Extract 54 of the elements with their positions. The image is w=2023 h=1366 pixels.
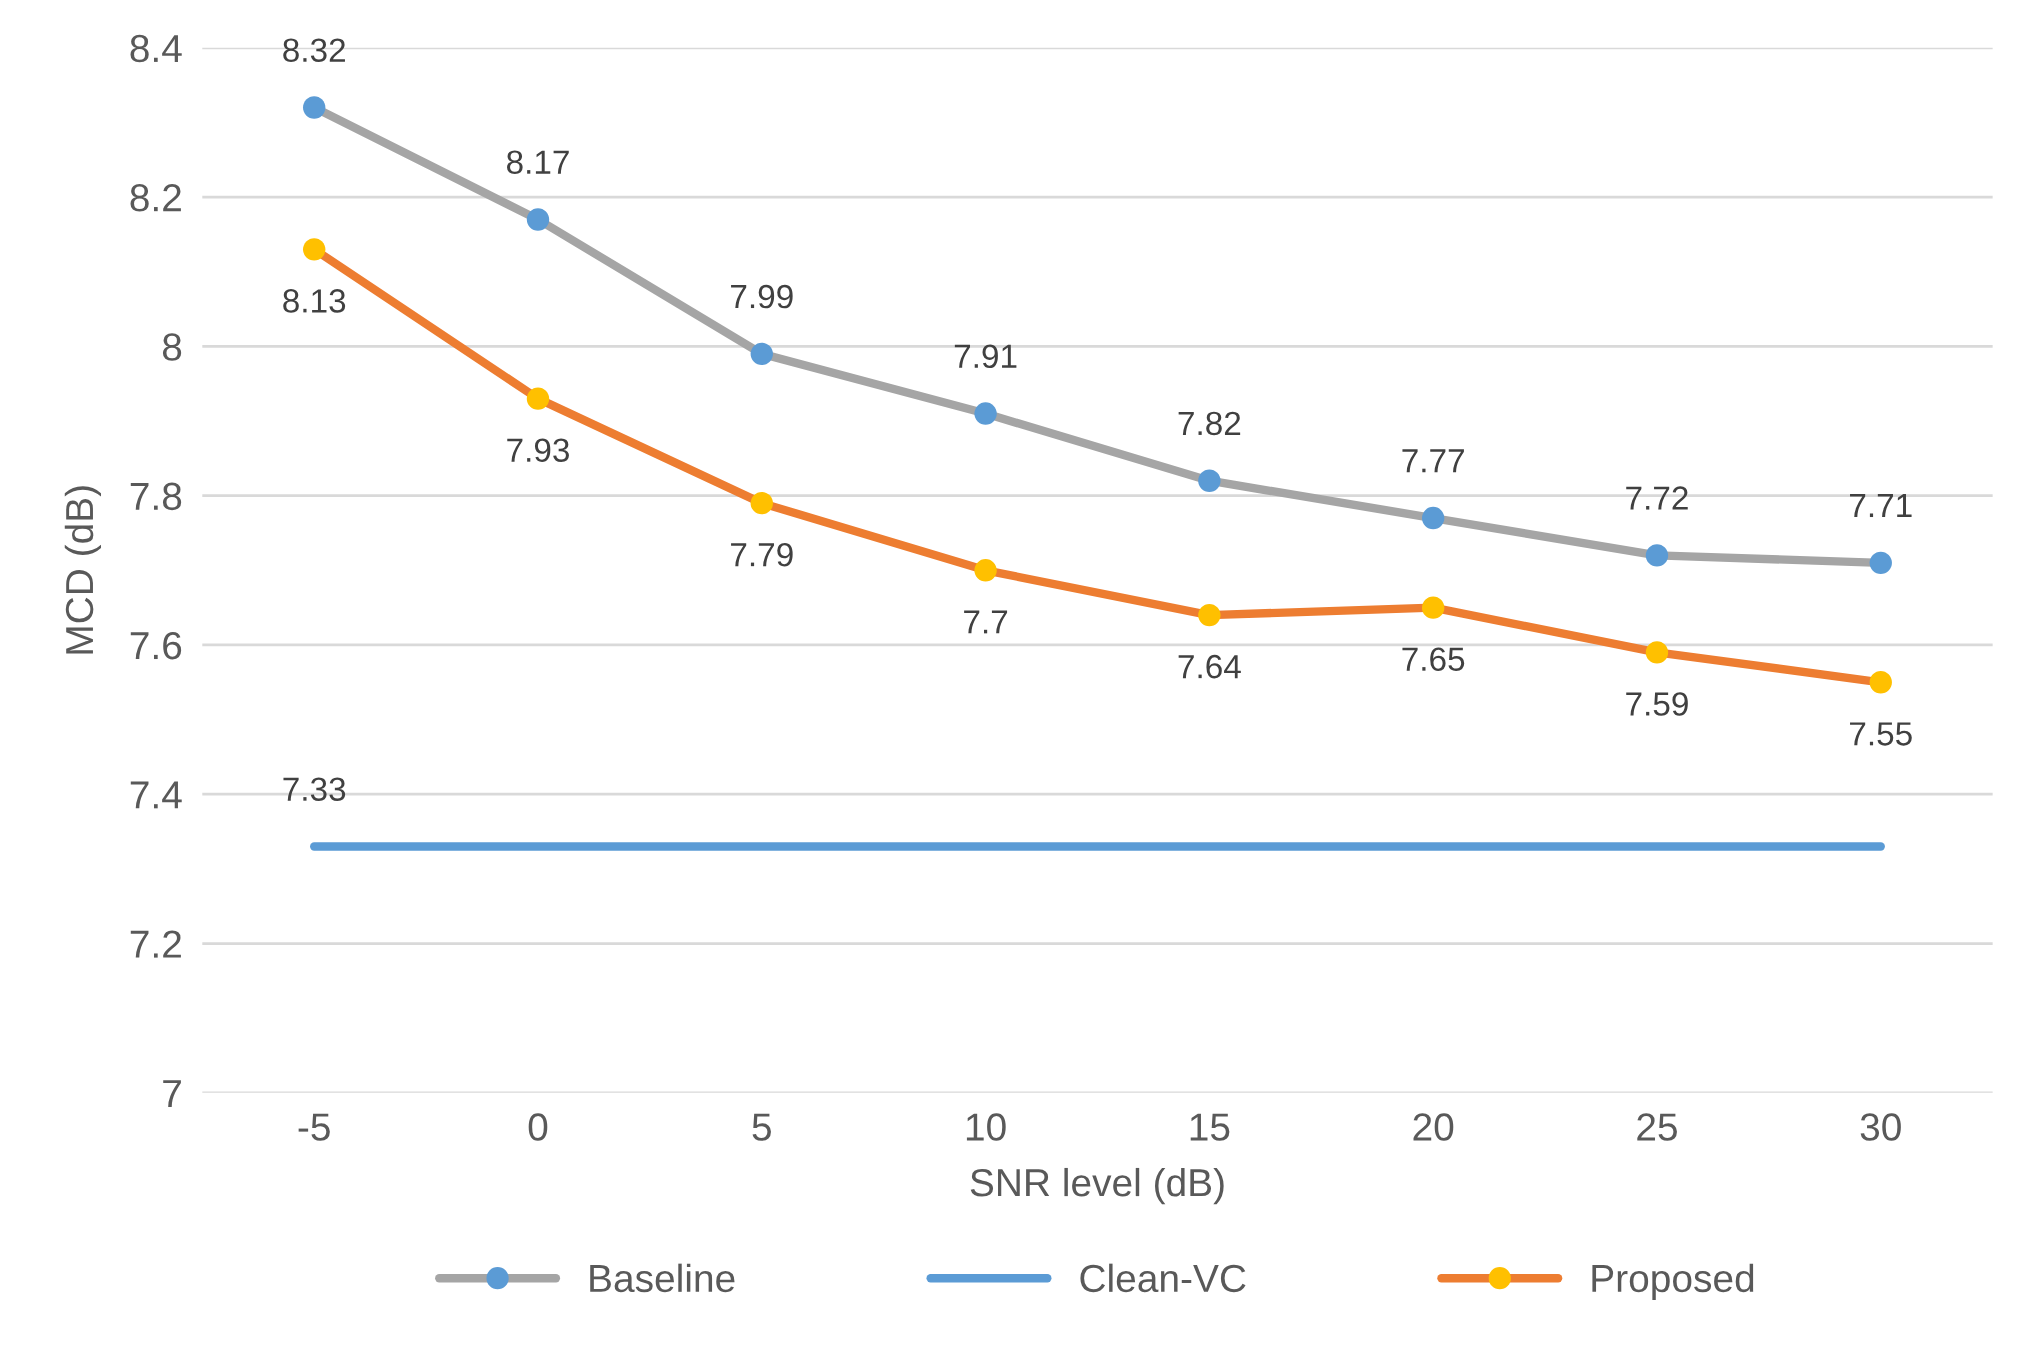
point [1198, 469, 1221, 492]
point [526, 387, 550, 410]
y-tick-label: 7 [163, 1080, 181, 1107]
legend-label: Baseline [590, 1263, 735, 1293]
data-label: 7.82 [1178, 411, 1241, 436]
data-label: 7.64 [1178, 654, 1241, 679]
point [750, 491, 773, 515]
data-label: 7.99 [731, 284, 793, 309]
x-tick-label: 25 [1637, 1113, 1677, 1141]
data-label: 7.72 [1626, 486, 1688, 510]
y-tick-label: 7.6 [130, 631, 182, 660]
y-axis-title: MCD (dB) [64, 486, 101, 654]
data-label: 7.93 [507, 438, 569, 462]
point [1421, 596, 1445, 619]
point [1645, 544, 1669, 567]
x-tick-label: 10 [966, 1113, 1006, 1141]
point [974, 402, 997, 425]
data-label: 7.55 [1850, 722, 1912, 746]
point [1869, 671, 1892, 694]
point [1198, 603, 1221, 627]
point [1869, 551, 1892, 575]
y-tick-label: 7.8 [130, 482, 182, 511]
point [526, 208, 550, 231]
data-label: 7.65 [1402, 647, 1465, 671]
y-tick-label: 8.4 [130, 34, 182, 63]
data-label: 8.32 [283, 38, 345, 63]
legend-label: Proposed [1592, 1263, 1754, 1300]
point [303, 238, 326, 261]
y-tick-label: 8.2 [130, 184, 181, 212]
y-tick-label: 7.2 [130, 930, 181, 958]
x-tick-label: 15 [1190, 1113, 1230, 1141]
point [303, 96, 326, 119]
data-label: 8.17 [507, 150, 569, 175]
x-tick-label: 5 [752, 1113, 771, 1141]
data-label: 8.13 [283, 289, 346, 313]
x-tick-label: 0 [528, 1113, 548, 1141]
data-label: 7.33 [283, 777, 346, 801]
data-label: 7.71 [1850, 494, 1912, 518]
data-label: 7.59 [1626, 692, 1688, 716]
legend-label: Clean-VC [1080, 1263, 1246, 1293]
point [1421, 506, 1445, 530]
x-tick-label: -5 [298, 1113, 330, 1141]
x-tick-label: 30 [1860, 1113, 1901, 1141]
point [750, 342, 773, 366]
y-tick-label: 8 [162, 333, 182, 361]
data-label: 7.7 [964, 610, 1008, 634]
point [974, 559, 997, 582]
data-label: 7.77 [1402, 449, 1464, 473]
data-label: 7.91 [954, 344, 1017, 369]
x-tick-label: 20 [1413, 1113, 1454, 1141]
data-label: 7.79 [731, 542, 793, 567]
point [1645, 641, 1669, 664]
y-tick-label: 7.4 [130, 781, 182, 809]
x-axis-title: SNR level (dB) [970, 1167, 1224, 1205]
